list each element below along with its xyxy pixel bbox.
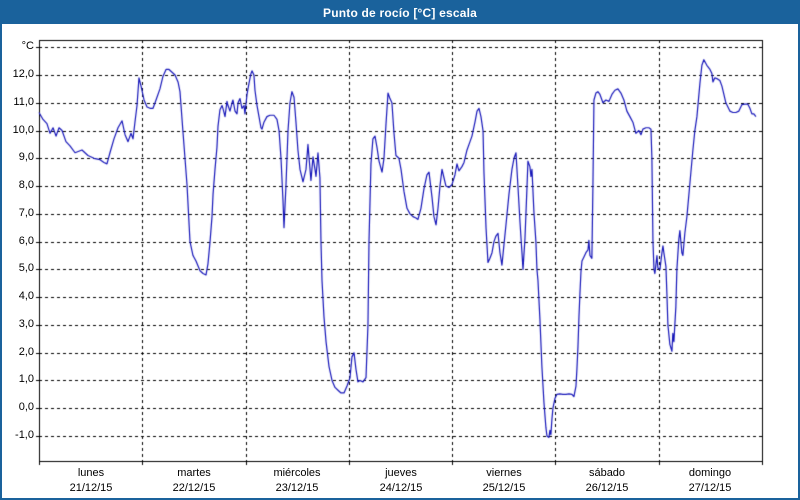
y-axis-label: 9,0 <box>18 151 34 163</box>
y-axis-label: 0,0 <box>18 401 34 413</box>
y-axis-unit-label: °C <box>21 40 34 52</box>
y-axis-label: 12,0 <box>12 68 34 80</box>
chart-canvas <box>2 24 798 498</box>
y-axis-label: 11,0 <box>13 96 34 108</box>
y-axis-label: 10,0 <box>12 124 34 136</box>
x-axis-date-label: 23/12/15 <box>275 482 319 494</box>
x-axis-day-label: sábado <box>588 467 626 479</box>
x-axis-date-label: 21/12/15 <box>69 482 113 494</box>
y-axis-label: 2,0 <box>18 346 34 358</box>
y-axis-label: 6,0 <box>18 235 34 247</box>
y-axis-label: 7,0 <box>18 207 34 219</box>
x-axis-day-label: martes <box>177 467 211 479</box>
chart-title: Punto de rocío [°C] escala <box>322 6 478 20</box>
y-axis-label: 1,0 <box>18 373 34 385</box>
x-axis-date-label: 25/12/15 <box>482 482 526 494</box>
x-axis-day-label: miércoles <box>273 467 321 479</box>
x-axis-day-label: viernes <box>486 467 522 479</box>
x-axis-date-label: 24/12/15 <box>379 482 423 494</box>
x-axis-day-label: jueves <box>385 467 417 479</box>
x-axis-date-label: 26/12/15 <box>585 482 629 494</box>
y-axis-label: 3,0 <box>18 318 34 330</box>
x-axis-date-label: 22/12/15 <box>172 482 216 494</box>
x-axis-date-label: 27/12/15 <box>688 482 732 494</box>
x-axis-day-label: lunes <box>77 467 105 479</box>
y-axis-label: 8,0 <box>18 179 34 191</box>
chart-area: °C 12,0 11,0 10,0 9,0 8,0 7,0 6,0 5,0 4,0 3,0 2,0 1,… <box>2 24 798 498</box>
title-bar: Punto de rocío [°C] escala <box>2 2 798 24</box>
y-axis-label: -1,0 <box>15 429 34 441</box>
x-axis-day-label: domingo <box>688 467 732 479</box>
y-axis-label: 5,0 <box>18 262 34 274</box>
y-axis-label: 4,0 <box>18 290 34 302</box>
